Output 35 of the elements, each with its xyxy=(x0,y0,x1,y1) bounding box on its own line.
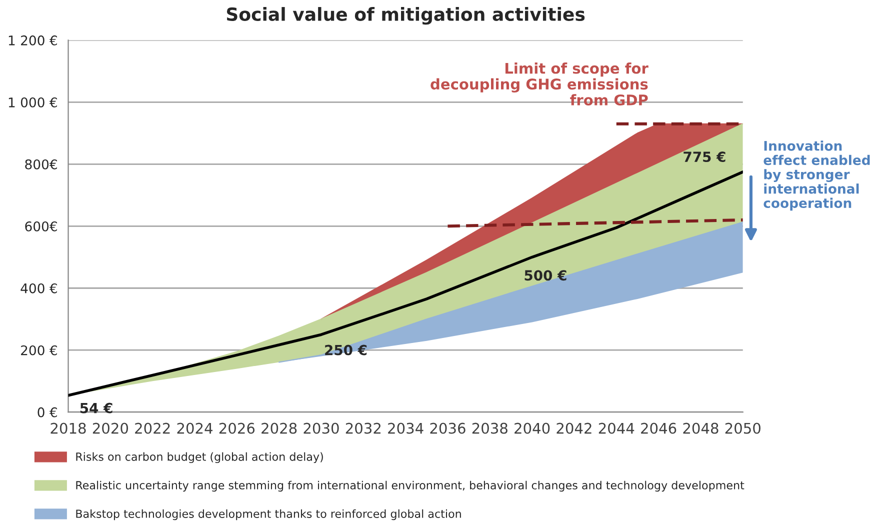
annotation: 54 € xyxy=(80,402,112,414)
annotation: Limit of scope for decoupling GHG emissions from GDP xyxy=(430,62,648,106)
x-tick-label: 2044 xyxy=(598,422,634,434)
y-tick-label: 400 € xyxy=(20,283,57,294)
x-tick-label: 2040 xyxy=(514,422,550,434)
x-tick-label: 2020 xyxy=(92,422,128,434)
line-series xyxy=(68,170,743,397)
y-tick-label: 200 € xyxy=(21,345,57,356)
x-tick-label: 2022 xyxy=(135,422,170,434)
x-tick-label: 2048 xyxy=(683,422,718,434)
chart-title: Social value of mitigation activities xyxy=(226,7,585,25)
legend-label: Realistic uncertainty range stemming from international environment, behavioral changes and technology development xyxy=(76,480,744,492)
x-tick-label: 2026 xyxy=(219,422,255,434)
x-tick-label: 2034 xyxy=(388,422,424,434)
x-tick-label: 2030 xyxy=(304,422,339,434)
y-tick-label: 0 € xyxy=(38,407,57,418)
legend-label: Bakstop technologies development thanks to reinforced global action xyxy=(76,509,461,520)
x-tick-label: 2032 xyxy=(346,422,380,434)
annotation: 775 € xyxy=(684,152,726,162)
y-tick-label: 1 000 € xyxy=(8,97,57,108)
x-tick-label: 2046 xyxy=(641,422,676,434)
annotation: 250 € xyxy=(325,344,367,356)
legend-label: Risks on carbon budget (global action delay) xyxy=(76,452,323,464)
x-tick-label: 2024 xyxy=(177,422,212,434)
x-tick-label: 2038 xyxy=(472,422,508,434)
x-tick-label: 2036 xyxy=(430,422,466,434)
x-tick-label: 2028 xyxy=(262,422,297,434)
y-tick-label: 600€ xyxy=(25,221,57,232)
y-tick-label: 1 200 € xyxy=(8,35,57,46)
annotation: 500 € xyxy=(524,270,566,281)
x-tick-label: 2050 xyxy=(725,422,760,434)
text: Innovation effect enabled by stronger international cooperation xyxy=(764,140,870,211)
y-tick-label: 800€ xyxy=(25,159,57,170)
x-tick-label: 2042 xyxy=(556,422,592,434)
x-tick-label: 2018 xyxy=(50,422,86,434)
